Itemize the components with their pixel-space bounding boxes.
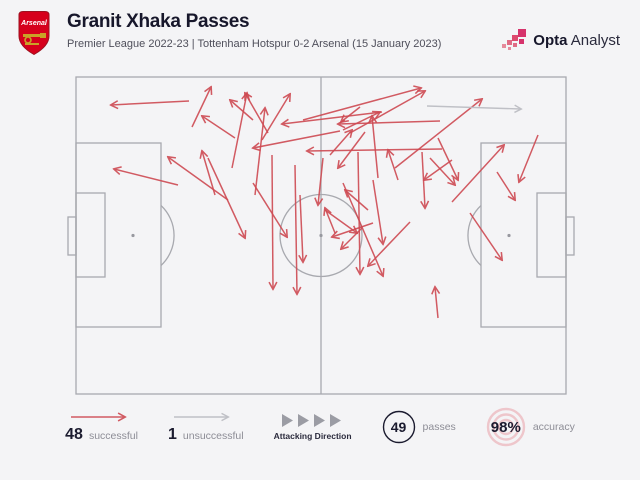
passes-label: passes <box>422 421 456 433</box>
pass-arrow-successful <box>341 106 361 122</box>
pass-arrow-successful <box>202 116 236 139</box>
pass-arrow-successful <box>300 194 303 262</box>
legend-unsuccessful: 1 unsuccessful <box>168 411 244 444</box>
pass-arrow-successful <box>261 94 290 141</box>
pass-arrow-successful <box>253 130 341 148</box>
pass-arrow-successful <box>429 157 455 185</box>
unsuccessful-label: unsuccessful <box>182 429 244 442</box>
legend-successful: 48 successful <box>65 411 138 444</box>
attacking-direction-icon <box>281 414 341 427</box>
pass-arrow-successful <box>469 212 502 260</box>
pass-arrow-successful <box>318 157 324 205</box>
pass-arrow-successful <box>388 150 399 181</box>
pass-arrow-successful <box>341 227 363 249</box>
pass-arrow-successful <box>338 131 366 168</box>
pass-arrow-successful <box>207 157 245 238</box>
pass-arrow-successful <box>437 137 458 180</box>
pass-arrow-successful <box>368 221 411 266</box>
pass-arrow-successful <box>349 91 425 134</box>
pass-arrow-successful <box>324 209 357 233</box>
pass-arrow-successful <box>252 182 287 237</box>
pass-arrow-successful <box>342 182 383 276</box>
pass-arrow-successful <box>202 151 216 196</box>
pass-arrow-successful <box>372 116 379 179</box>
pass-arrow-successful <box>295 164 297 294</box>
legend-accuracy: 98% accuracy <box>486 407 575 447</box>
pass-arrows <box>111 87 539 319</box>
unsuccessful-arrow-icon <box>173 411 232 423</box>
pass-arrow-successful <box>394 99 482 169</box>
pass-arrow-successful <box>435 287 438 319</box>
pass-arrow-successful <box>338 121 441 124</box>
legend: 48 successful 1 unsuccessful Attacking D… <box>0 407 640 447</box>
pass-arrow-successful <box>372 179 383 244</box>
pass-arrow-successful <box>325 208 336 234</box>
pass-arrow-successful <box>111 101 190 105</box>
pass-arrow-successful <box>302 88 421 121</box>
passes-count: 49 <box>390 419 407 435</box>
pass-arrow-successful <box>424 159 453 180</box>
accuracy-label: accuracy <box>532 421 575 433</box>
pass-arrow-successful <box>342 112 380 131</box>
successful-label: successful <box>88 429 138 442</box>
crest-cannon <box>23 33 46 45</box>
header: Arsenal Granit Xhaka Passes Premier Leag… <box>16 10 441 56</box>
pass-arrow-successful <box>272 154 273 289</box>
opta-analyst-logo: Opta Analyst <box>502 28 620 52</box>
page-title: Granit Xhaka Passes <box>67 11 250 32</box>
pass-arrow-successful <box>519 134 539 182</box>
accuracy-rings-icon <box>486 407 526 447</box>
pass-arrow-successful <box>345 190 369 211</box>
legend-passes-total: 49 passes <box>382 410 456 444</box>
unsuccessful-count: 1 <box>167 425 177 443</box>
pass-arrow-successful <box>191 87 211 128</box>
pass-arrow-successful <box>245 93 269 134</box>
successful-arrow-icon <box>71 411 129 423</box>
successful-count: 48 <box>65 425 83 443</box>
page-subtitle: Premier League 2022-23 | Tottenham Hotsp… <box>67 37 442 50</box>
pass-arrow-successful <box>114 169 179 186</box>
pass-arrow-successful <box>329 130 352 156</box>
pass-arrow-successful <box>496 171 515 200</box>
pass-arrow-successful <box>231 93 247 169</box>
pass-arrow-successful <box>451 145 504 203</box>
attacking-direction-label: Attacking Direction <box>273 431 352 441</box>
pass-arrow-successful <box>230 100 254 121</box>
arsenal-crest-icon: Arsenal <box>18 11 50 56</box>
opta-pixel-icon <box>502 29 527 50</box>
pass-arrow-successful <box>358 151 360 274</box>
passes-circle-icon <box>382 410 415 444</box>
legend-attacking-direction: Attacking Direction <box>274 413 352 441</box>
crest-club-name: Arsenal <box>20 20 48 27</box>
pass-arrow-successful <box>168 157 229 201</box>
pass-arrow-successful <box>282 111 383 124</box>
pass-arrow-successful <box>307 149 443 151</box>
accuracy-value: 98% <box>490 418 521 436</box>
pitch-lines <box>67 76 575 395</box>
pass-arrow-successful <box>254 108 265 196</box>
opta-wordmark: Opta Analyst <box>533 31 620 49</box>
pass-arrow-unsuccessful <box>426 106 521 109</box>
